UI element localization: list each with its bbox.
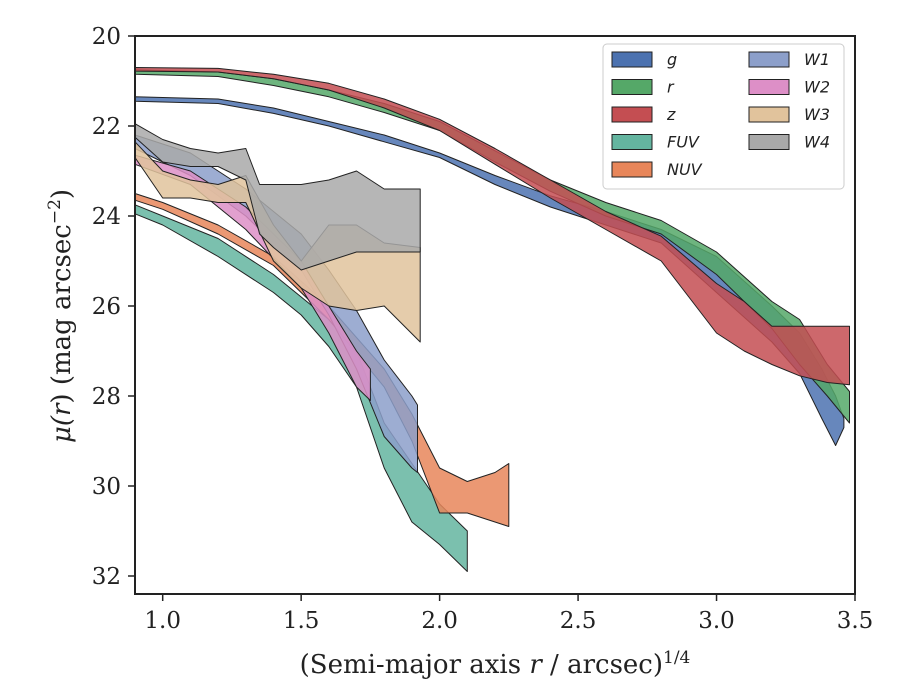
series-band-z (134, 67, 850, 386)
legend-label-w1: W1 (804, 50, 830, 69)
x-tick-label: 3.5 (837, 608, 874, 634)
plot-frame (134, 35, 856, 595)
y-tick-label: 26 (92, 294, 121, 320)
x-axis-label: (Semi-major axis r / arcsec)1/4 (300, 648, 691, 680)
legend-label-fuv: FUV (667, 133, 700, 152)
y-axis: 20 22 24 26 28 30 32 (92, 24, 135, 590)
legend-label-r: r (667, 78, 675, 97)
legend-label-g: g (667, 50, 677, 69)
legend-label-w3: W3 (804, 105, 830, 124)
legend-swatch-w4 (748, 134, 790, 150)
y-tick-label: 20 (92, 24, 121, 50)
y-tick-label: 22 (92, 114, 121, 140)
x-tick-label: 3.0 (698, 608, 735, 634)
legend-label-w2: W2 (804, 78, 830, 97)
legend-label-w4: W4 (804, 133, 830, 152)
legend-swatch-w1 (748, 51, 790, 68)
legend-label-nuv: NUV (667, 160, 703, 179)
legend-swatch-w3 (748, 106, 790, 123)
legend-swatch-z (611, 106, 653, 123)
y-tick-label: 32 (92, 564, 121, 590)
x-tick-label: 2.0 (421, 608, 458, 634)
x-axis: 1.0 1.5 2.0 2.5 3.0 3.5 (144, 594, 873, 634)
x-tick-label: 2.5 (560, 608, 597, 634)
legend-swatch-r (611, 79, 653, 95)
legend-swatch-nuv (611, 161, 653, 178)
legend-swatch-fuv (611, 134, 653, 150)
y-tick-label: 24 (92, 204, 121, 230)
series-band-w4 (134, 123, 421, 271)
legend-swatch-w2 (748, 79, 790, 95)
y-tick-label: 30 (92, 474, 121, 500)
series-layer (134, 67, 850, 572)
series-band-fuv (134, 204, 468, 572)
legend-swatch-g (611, 51, 653, 68)
y-axis-label: μ(r) (mag arcsec−2) (45, 189, 77, 443)
y-tick-label: 28 (92, 384, 121, 410)
legend: grz FUV NUV W1 W2 W3 W4 (602, 43, 845, 190)
legend-label-z: z (666, 105, 676, 124)
x-tick-label: 1.5 (283, 608, 320, 634)
x-tick-label: 1.0 (144, 608, 181, 634)
